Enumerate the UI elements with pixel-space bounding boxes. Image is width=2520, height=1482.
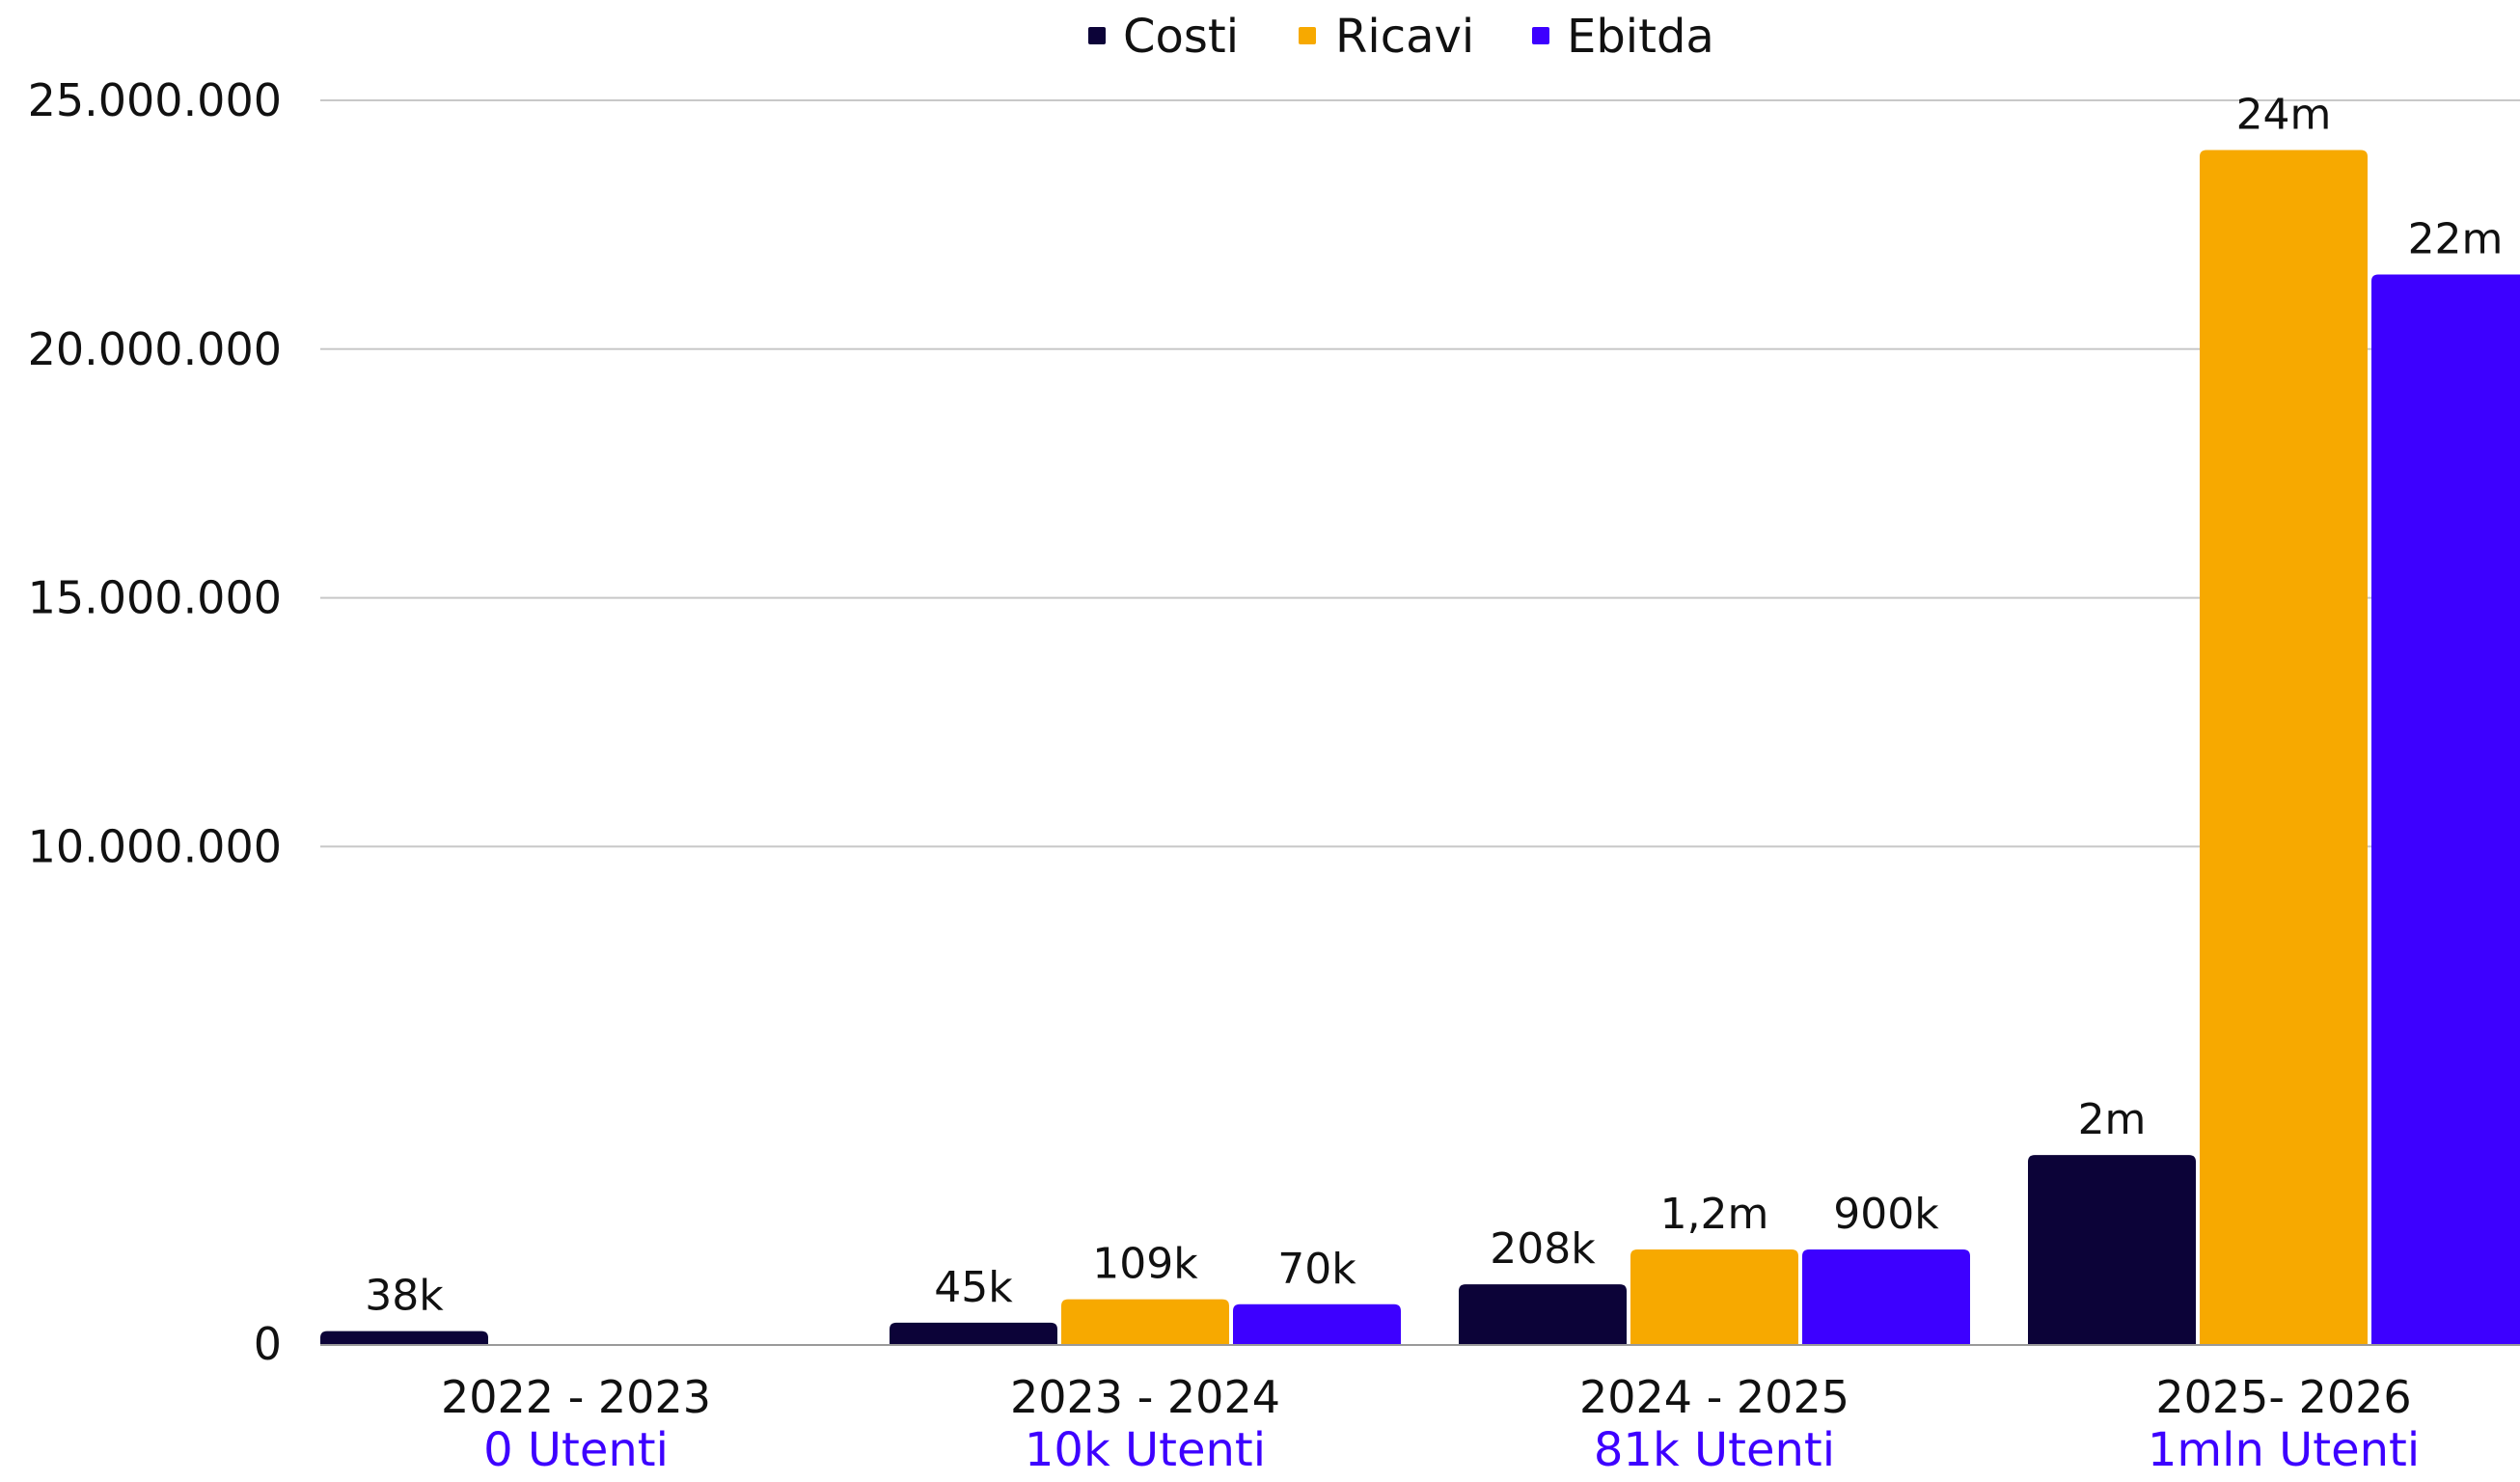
- data-label: 45k: [934, 1263, 1013, 1312]
- y-tick-label: 25.000.000: [28, 74, 282, 126]
- x-category-label: 2025- 2026: [2155, 1371, 2411, 1423]
- data-label: 1,2m: [1660, 1190, 1769, 1239]
- bar-costi: [320, 1331, 488, 1344]
- data-label: 109k: [1092, 1240, 1198, 1289]
- y-tick-label: 0: [254, 1318, 282, 1370]
- x-category-sublabel: 81k Utenti: [1594, 1423, 1835, 1477]
- data-label: 900k: [1833, 1190, 1939, 1239]
- data-label: 22m: [2408, 214, 2504, 263]
- legend-swatch-costi: [1088, 27, 1106, 44]
- x-category-sublabel: 10k Utenti: [1025, 1423, 1266, 1477]
- x-category-label: 2023 - 2024: [1010, 1371, 1280, 1423]
- gridlines: [320, 99, 2520, 1346]
- bar-ricavi: [1630, 1249, 1798, 1344]
- bar-costi: [2028, 1155, 2196, 1344]
- bar-ebitda: [1802, 1249, 1970, 1344]
- bar-ebitda: [2371, 274, 2520, 1344]
- bar-value-labels: 38k 45k 109k 70k 208k 1,2m 900k 2m 24m 22m: [365, 91, 2503, 1321]
- data-label: 24m: [2236, 91, 2332, 140]
- legend-label-ebitda: Ebitda: [1567, 10, 1714, 64]
- x-category-sublabel: 1mln Utenti: [2148, 1423, 2420, 1477]
- y-tick-label: 20.000.000: [28, 323, 282, 375]
- data-label: 38k: [365, 1272, 444, 1321]
- y-tick-label: 15.000.000: [28, 572, 282, 624]
- bar-ricavi: [2200, 150, 2368, 1344]
- bar-costi: [890, 1322, 1057, 1344]
- bars: [320, 150, 2520, 1344]
- legend-label-ricavi: Ricavi: [1335, 10, 1474, 64]
- x-category-label: 2024 - 2025: [1579, 1371, 1849, 1423]
- data-label: 70k: [1277, 1245, 1356, 1294]
- x-category-label: 2022 - 2023: [441, 1371, 711, 1423]
- bar-ebitda: [1233, 1304, 1401, 1344]
- data-label: 208k: [1490, 1224, 1596, 1274]
- bar-costi: [1459, 1284, 1627, 1344]
- legend-swatch-ricavi: [1299, 27, 1316, 44]
- x-category-sublabel: 0 Utenti: [483, 1423, 669, 1477]
- data-label: 2m: [2078, 1095, 2147, 1144]
- y-axis-ticks: 0 10.000.000 15.000.000 20.000.000 25.000.00…: [28, 74, 282, 1370]
- legend-label-costi: Costi: [1123, 10, 1239, 64]
- bar-ricavi: [1061, 1299, 1229, 1344]
- legend: Costi Ricavi Ebitda: [1088, 10, 1714, 64]
- y-tick-label: 10.000.000: [28, 820, 282, 872]
- legend-swatch-ebitda: [1532, 27, 1549, 44]
